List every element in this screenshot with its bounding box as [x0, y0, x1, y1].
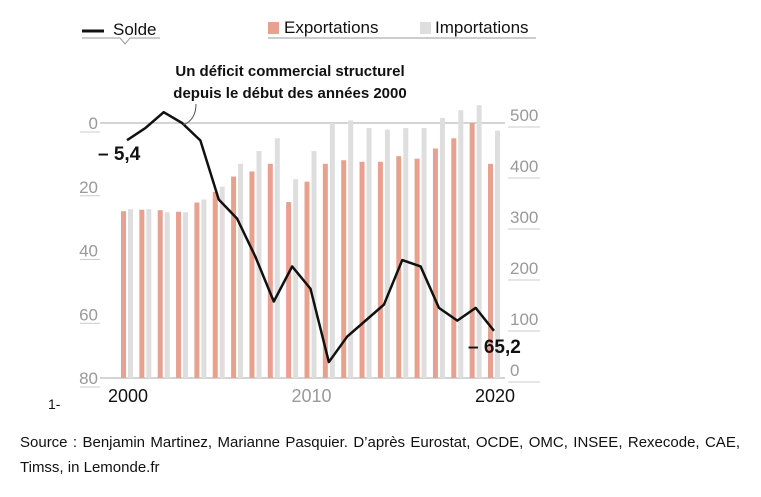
bar-importations: [458, 110, 464, 378]
bar-exportations: [176, 211, 182, 378]
bar-exportations: [231, 176, 237, 378]
bar-exportations: [139, 209, 145, 378]
bar-importations: [421, 128, 427, 378]
source-note: Source : Benjamin Martinez, Marianne Pas…: [20, 434, 740, 476]
left-tick-label: 0: [89, 114, 98, 133]
left-tick-label: 80: [79, 369, 98, 388]
bar-exportations: [249, 171, 255, 378]
bar-importations: [238, 163, 244, 378]
legend: Solde Exportations Importations: [82, 18, 536, 45]
bar-exportations: [212, 191, 218, 378]
bar-exportations: [341, 160, 347, 378]
bar-importations: [274, 138, 280, 378]
right-tick-label: 400: [510, 157, 538, 176]
bar-exportations: [286, 202, 292, 378]
bar-exportations: [432, 148, 438, 378]
left-tick-label: 60: [79, 305, 98, 324]
bar-exportations: [469, 123, 475, 378]
annotation-arrow: [182, 103, 197, 126]
bar-importations: [311, 151, 317, 378]
bar-importations: [476, 105, 482, 379]
legend-solde: Solde: [113, 20, 156, 39]
right-tick-label: 100: [510, 310, 538, 329]
annotation-line2: depuis le début des années 2000: [173, 85, 406, 102]
bar-exportations: [304, 181, 310, 378]
left-tick-label: 20: [79, 178, 98, 197]
bar-importations: [384, 129, 390, 378]
solde-line: [126, 110, 495, 364]
bar-importations: [293, 179, 299, 378]
bar-importations: [128, 209, 133, 378]
bar-exportations: [414, 158, 420, 378]
bar-exportations: [194, 202, 200, 378]
bar-importations: [403, 128, 409, 378]
annotation-line1: Un déficit commercial structurel: [175, 63, 404, 80]
figure-number: 1-: [48, 396, 61, 412]
right-tick-label: 200: [510, 259, 538, 278]
legend-exports-swatch: [268, 22, 279, 34]
bar-exportations: [359, 161, 365, 378]
bar-importations: [495, 130, 500, 378]
legend-imports-swatch: [420, 22, 431, 34]
bar-exportations: [377, 161, 383, 378]
bar-exportations: [488, 163, 493, 378]
bar-importations: [201, 199, 207, 378]
legend-importations: Importations: [435, 18, 529, 37]
x-tick-label: 2000: [108, 386, 148, 406]
bar-importations: [439, 117, 445, 379]
x-tick-label: 2020: [475, 386, 515, 406]
label-start: – 5,4: [98, 144, 141, 165]
bar-importations: [183, 212, 189, 378]
bar-importations: [366, 128, 372, 378]
bar-exportations: [157, 210, 163, 378]
legend-exportations: Exportations: [284, 18, 379, 37]
bar-importations: [219, 186, 225, 378]
bar-importations: [329, 123, 335, 378]
bar-exportations: [451, 138, 457, 378]
right-tick-label: 300: [510, 208, 538, 227]
legend-bracket: [82, 37, 160, 45]
bar-importations: [164, 212, 170, 378]
bar-importations: [146, 209, 152, 378]
bar-exportations: [322, 163, 328, 378]
right-tick-label: 500: [510, 106, 538, 125]
bar-importations: [348, 120, 354, 378]
left-tick-label: 40: [79, 242, 98, 261]
right-tick-label: 0: [510, 361, 519, 380]
chart: 0 20 40 60 80 0 100 200 300 400 500 2000 2010 2020 So…: [79, 18, 540, 406]
bar-exportations: [267, 163, 273, 378]
x-tick-label: 2010: [291, 386, 331, 406]
label-end: – 65,2: [468, 337, 521, 358]
bar-exportations: [121, 211, 126, 378]
